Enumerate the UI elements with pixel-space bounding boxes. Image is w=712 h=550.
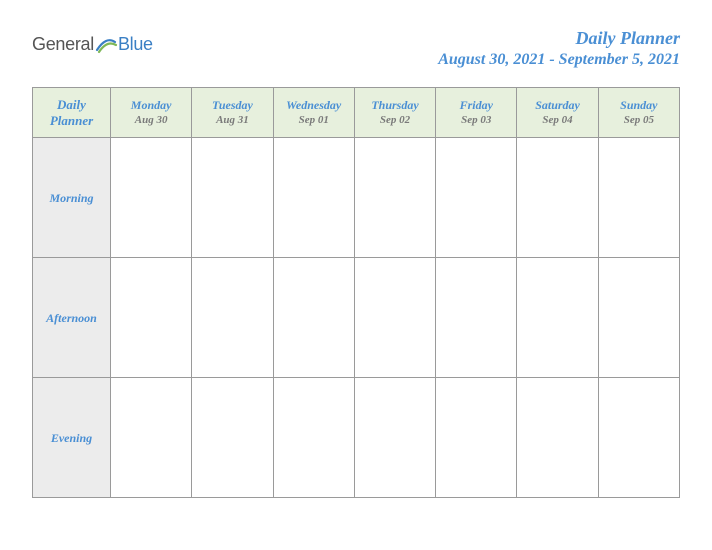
day-name: Friday (438, 98, 514, 112)
row-label-cell: Evening (33, 378, 111, 498)
cell-tue-morning[interactable] (192, 138, 273, 258)
planner-table: Daily Planner Monday Aug 30 Tuesday Aug … (32, 87, 680, 498)
globe-swoosh-icon (94, 32, 118, 56)
cell-sun-evening[interactable] (598, 378, 679, 498)
corner-cell: Daily Planner (33, 88, 111, 138)
row-label-cell: Morning (33, 138, 111, 258)
cell-thu-evening[interactable] (354, 378, 435, 498)
cell-wed-evening[interactable] (273, 378, 354, 498)
day-header-mon: Monday Aug 30 (111, 88, 192, 138)
corner-label: Daily Planner (34, 97, 109, 128)
cell-sat-evening[interactable] (517, 378, 598, 498)
day-header-tue: Tuesday Aug 31 (192, 88, 273, 138)
cell-mon-afternoon[interactable] (111, 258, 192, 378)
cell-sun-afternoon[interactable] (598, 258, 679, 378)
day-date: Sep 03 (438, 113, 514, 127)
logo-text-blue: Blue (118, 34, 153, 55)
row-label: Evening (51, 431, 92, 445)
cell-mon-evening[interactable] (111, 378, 192, 498)
header-row-days: Daily Planner Monday Aug 30 Tuesday Aug … (33, 88, 680, 138)
planner-page: General Blue Daily Planner August 30, 20… (0, 0, 712, 518)
cell-tue-afternoon[interactable] (192, 258, 273, 378)
day-name: Sunday (601, 98, 677, 112)
row-label: Morning (49, 191, 93, 205)
day-name: Saturday (519, 98, 595, 112)
cell-tue-evening[interactable] (192, 378, 273, 498)
cell-thu-morning[interactable] (354, 138, 435, 258)
row-morning: Morning (33, 138, 680, 258)
day-name: Thursday (357, 98, 433, 112)
row-label-cell: Afternoon (33, 258, 111, 378)
cell-mon-morning[interactable] (111, 138, 192, 258)
day-name: Tuesday (194, 98, 270, 112)
cell-thu-afternoon[interactable] (354, 258, 435, 378)
logo-text-gray: General (32, 34, 94, 55)
logo: General Blue (32, 28, 153, 56)
day-date: Sep 02 (357, 113, 433, 127)
row-label: Afternoon (46, 311, 97, 325)
day-name: Monday (113, 98, 189, 112)
day-date: Sep 05 (601, 113, 677, 127)
day-header-wed: Wednesday Sep 01 (273, 88, 354, 138)
cell-wed-morning[interactable] (273, 138, 354, 258)
header-row: General Blue Daily Planner August 30, 20… (32, 28, 680, 69)
cell-fri-afternoon[interactable] (436, 258, 517, 378)
cell-sat-morning[interactable] (517, 138, 598, 258)
row-evening: Evening (33, 378, 680, 498)
cell-fri-morning[interactable] (436, 138, 517, 258)
day-date: Sep 01 (276, 113, 352, 127)
day-header-sun: Sunday Sep 05 (598, 88, 679, 138)
cell-sun-morning[interactable] (598, 138, 679, 258)
cell-fri-evening[interactable] (436, 378, 517, 498)
day-date: Sep 04 (519, 113, 595, 127)
day-date: Aug 31 (194, 113, 270, 127)
cell-wed-afternoon[interactable] (273, 258, 354, 378)
page-title: Daily Planner (438, 28, 680, 49)
title-block: Daily Planner August 30, 2021 - Septembe… (438, 28, 680, 69)
day-header-fri: Friday Sep 03 (436, 88, 517, 138)
day-header-sat: Saturday Sep 04 (517, 88, 598, 138)
row-afternoon: Afternoon (33, 258, 680, 378)
day-name: Wednesday (276, 98, 352, 112)
day-date: Aug 30 (113, 113, 189, 127)
date-range: August 30, 2021 - September 5, 2021 (438, 51, 680, 69)
cell-sat-afternoon[interactable] (517, 258, 598, 378)
day-header-thu: Thursday Sep 02 (354, 88, 435, 138)
